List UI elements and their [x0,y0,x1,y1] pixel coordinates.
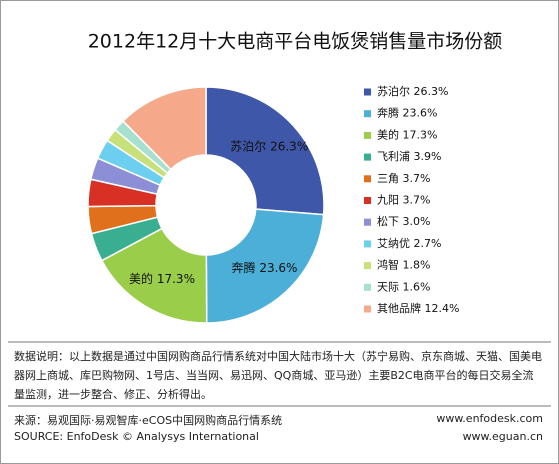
donut-slice [100,227,208,324]
legend-value: 23.6% [403,107,438,120]
legend-entry: 飞利浦 3.9% [377,150,441,163]
slice-label-value: 23.6% [259,261,297,275]
legend-value: 1.8% [403,259,431,272]
legend-entry: 九阳 3.7% [377,194,430,207]
slice-label-name: 美的 [129,270,153,285]
legend-value: 12.4% [425,302,460,315]
legend-swatch [364,305,371,313]
legend-value: 3.7% [403,194,431,207]
legend-value: 26.3% [414,85,449,98]
legend-value: 3.7% [403,172,431,185]
slice-label: 苏泊尔 26.3% [230,138,308,153]
legend-name: 天际 [377,280,399,293]
legend-name: 鸿智 [377,258,399,272]
website: www.enfodesk.com [436,412,543,425]
legend-name: 飞利浦 [377,150,410,163]
legend-name: 三角 [377,172,399,185]
legend-value: 1.6% [403,280,431,293]
slice-label: 美的 17.3% [129,270,195,285]
legend-swatch [364,88,371,96]
slice-label-name: 奔腾 [231,260,255,275]
donut-slice [122,86,207,171]
legend-name: 其他品牌 [377,301,421,315]
legend-entry: 艾纳优 2.7% [377,237,441,250]
legend-swatch [364,240,371,248]
legend-value: 3.0% [403,215,431,228]
legend-swatch [364,283,371,291]
slice-label-value: 17.3% [157,271,195,285]
legend-value: 3.9% [414,150,442,163]
donut-slice [205,86,325,216]
legend-swatch [364,197,371,204]
legend-swatch [364,175,371,183]
legend-swatch [364,131,371,139]
legend-entry: 美的 17.3% [377,127,437,141]
source-cn: 来源：易观国际·易观智库·eCOS中国网购商品行情系统 [14,414,283,427]
legend-name: 奔腾 [377,106,399,120]
legend-entry: 苏泊尔 26.3% [377,85,448,98]
legend-swatch [364,153,371,161]
legend-entry: 其他品牌 12.4% [377,301,459,315]
legend-entry: 天际 1.6% [377,280,430,293]
legend-value: 17.3% [403,128,438,141]
legend-swatch [364,110,371,118]
slice-label: 奔腾 23.6% [231,260,297,275]
legend-name: 苏泊尔 [377,85,410,98]
legend-entry: 奔腾 23.6% [377,106,437,120]
chart-title: 2012年12月十大电商平台电饭煲销售量市场份额 [88,31,503,53]
legend-name: 美的 [377,127,399,141]
legend-entry: 三角 3.7% [377,172,430,185]
data-note: 数据说明：以上数据是通过中国网购商品行情系统对中国大陆市场十大（苏宁易购、京东商… [14,350,542,401]
legend-swatch [364,218,371,226]
legend-entry: 松下 3.0% [377,214,430,228]
donut-slice [205,208,325,324]
slice-label-name: 苏泊尔 [230,138,266,153]
website: www.eguan.cn [462,430,543,443]
legend-value: 2.7% [414,237,442,250]
legend-swatch [364,262,371,270]
legend-name: 艾纳优 [377,237,410,250]
legend-name: 九阳 [377,194,399,207]
legend-entry: 鸿智 1.8% [377,258,430,272]
legend-name: 松下 [377,214,399,228]
source-en: SOURCE: EnfoDesk © Analysys Internationa… [14,430,259,443]
slice-label-value: 26.3% [270,139,308,153]
